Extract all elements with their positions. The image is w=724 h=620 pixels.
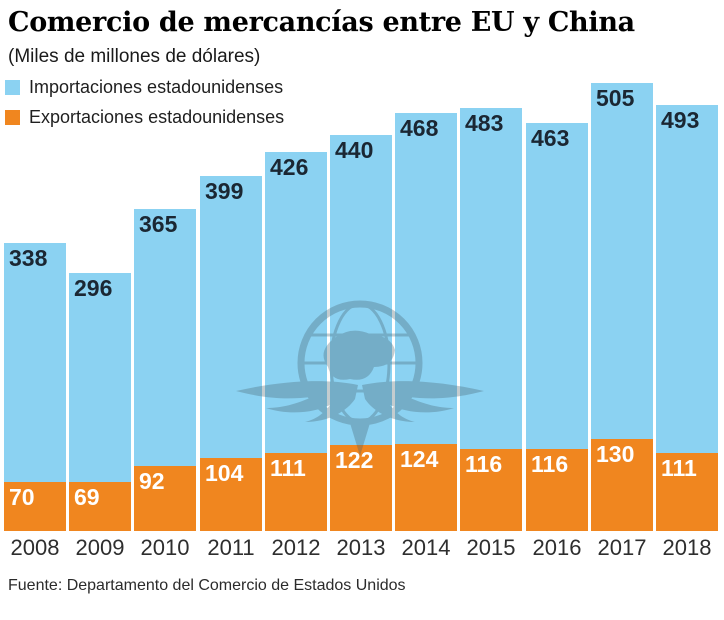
bar-2009-exports-segment: 69	[69, 482, 131, 531]
bar-2008-imports-segment: 338	[4, 243, 66, 482]
value-label-exports-2012: 111	[270, 455, 306, 481]
bar-2017: 505 130	[591, 83, 653, 531]
bar-2015: 483 116	[460, 108, 522, 531]
bar-2009-imports-segment: 296	[69, 273, 131, 482]
legend-label-imports: Importaciones estadounidenses	[29, 77, 284, 97]
bar-2012-imports-segment: 426	[265, 152, 327, 453]
value-label-exports-2014: 124	[400, 446, 439, 472]
year-label-2013: 2013	[336, 535, 386, 560]
bar-2017-imports-segment: 505	[591, 83, 653, 439]
year-label-2009: 2009	[75, 535, 125, 560]
imports-swatch-icon	[5, 80, 20, 95]
bar-2016-exports-segment: 116	[526, 449, 588, 531]
year-label-2014: 2014	[401, 535, 451, 560]
value-label-exports-2011: 104	[205, 460, 244, 486]
value-label-imports-2009: 296	[74, 275, 113, 301]
bar-2008: 338 70	[4, 243, 66, 531]
bar-2015-imports-segment: 483	[460, 108, 522, 449]
value-label-imports-2017: 505	[596, 85, 635, 111]
value-label-exports-2013: 122	[335, 447, 374, 473]
year-label-2015: 2015	[466, 535, 516, 560]
value-label-exports-2010: 92	[139, 468, 165, 494]
bar-2010-imports-segment: 365	[134, 209, 196, 466]
chart-title: Comercio de mercancías entre EU y China	[8, 7, 635, 38]
bar-2011: 399 104	[200, 176, 262, 531]
value-label-exports-2017: 130	[596, 441, 635, 467]
bar-2010-exports-segment: 92	[134, 466, 196, 531]
year-label-2008: 2008	[10, 535, 60, 560]
year-label-2012: 2012	[271, 535, 321, 560]
bar-2014-imports-segment: 468	[395, 113, 457, 444]
year-label-2011: 2011	[207, 535, 255, 560]
bar-2008-exports-segment: 70	[4, 482, 66, 531]
bar-2012-exports-segment: 111	[265, 453, 327, 531]
bar-2018-imports-segment: 493	[656, 105, 718, 453]
value-label-exports-2016: 116	[531, 451, 569, 477]
legend: Importaciones estadounidenses Exportacio…	[5, 77, 284, 137]
year-label-2010: 2010	[140, 535, 190, 560]
value-label-imports-2010: 365	[139, 211, 178, 237]
value-label-imports-2014: 468	[400, 115, 439, 141]
value-label-exports-2009: 69	[74, 484, 100, 510]
bar-2018: 493 111	[656, 105, 718, 531]
bar-2018-exports-segment: 111	[656, 453, 718, 531]
bar-2015-exports-segment: 116	[460, 449, 522, 531]
value-label-imports-2016: 463	[531, 125, 570, 151]
bar-2011-exports-segment: 104	[200, 458, 262, 531]
value-label-imports-2018: 493	[661, 107, 700, 133]
source-note: Fuente: Departamento del Comercio de Est…	[8, 577, 406, 594]
legend-label-exports: Exportaciones estadounidenses	[29, 107, 285, 127]
bar-2017-exports-segment: 130	[591, 439, 653, 531]
year-label-2016: 2016	[532, 535, 582, 560]
bar-2016-imports-segment: 463	[526, 123, 588, 449]
bar-2013-exports-segment: 122	[330, 445, 392, 531]
bar-2011-imports-segment: 399	[200, 176, 262, 458]
value-label-imports-2015: 483	[465, 110, 504, 136]
year-label-2017: 2017	[597, 535, 647, 560]
year-label-2018: 2018	[662, 535, 712, 560]
value-label-exports-2008: 70	[9, 484, 35, 510]
bar-2012: 426 111	[265, 152, 327, 531]
bar-2013: 440 122	[330, 135, 392, 531]
bar-2014-exports-segment: 124	[395, 444, 457, 531]
legend-item-imports: Importaciones estadounidenses	[5, 77, 284, 98]
value-label-imports-2008: 338	[9, 245, 48, 271]
value-label-exports-2018: 111	[661, 455, 697, 481]
chart-subtitle: (Miles de millones de dólares)	[8, 46, 261, 67]
bar-2009: 296 69	[69, 273, 131, 531]
value-label-imports-2012: 426	[270, 154, 309, 180]
value-label-exports-2015: 116	[465, 451, 503, 477]
bar-2010: 365 92	[134, 209, 196, 531]
value-label-imports-2013: 440	[335, 137, 374, 163]
value-label-imports-2011: 399	[205, 178, 244, 204]
legend-item-exports: Exportaciones estadounidenses	[5, 107, 284, 128]
bar-2013-imports-segment: 440	[330, 135, 392, 445]
bar-2016: 463 116	[526, 123, 588, 531]
bar-2014: 468 124	[395, 113, 457, 531]
exports-swatch-icon	[5, 110, 20, 125]
